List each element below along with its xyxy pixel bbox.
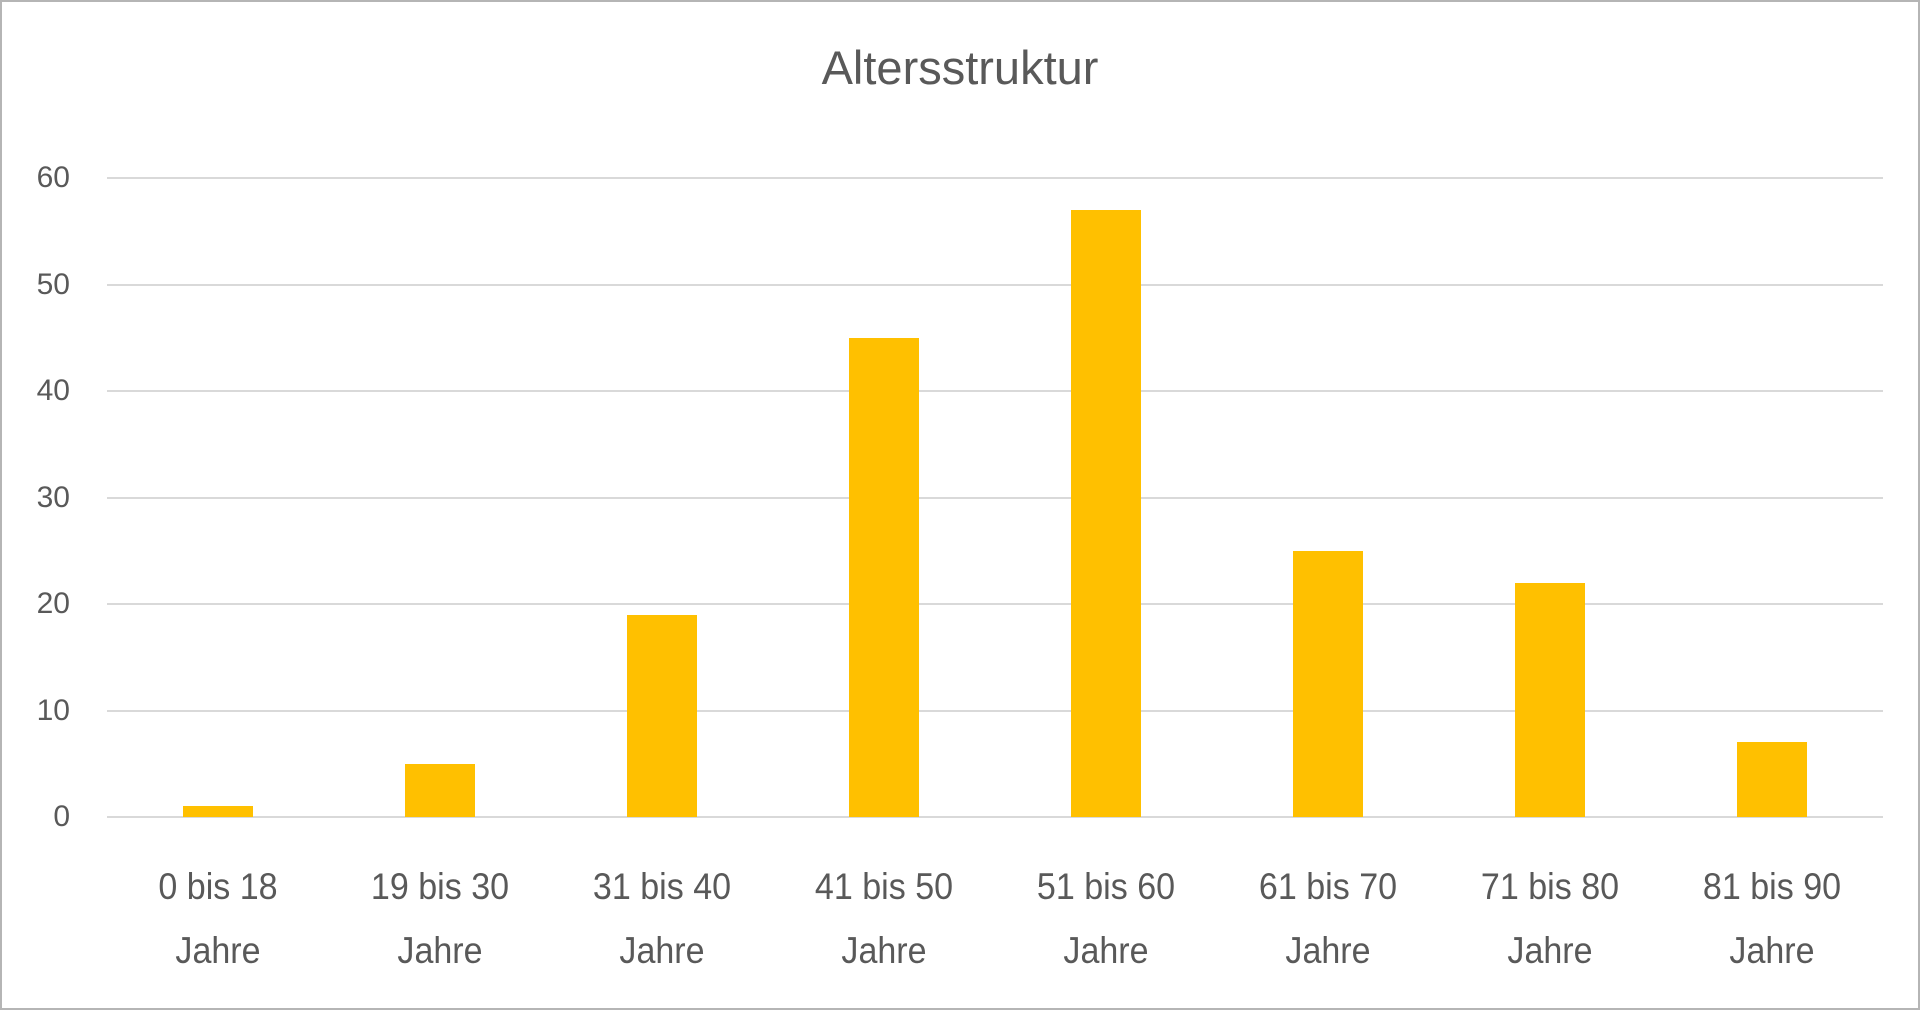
x-axis-category-unit: Jahre	[1729, 930, 1815, 971]
y-axis-tick-label: 10	[36, 693, 70, 727]
gridline	[107, 709, 1883, 712]
x-axis-category-label: 71 bis 80 Jahre	[1440, 855, 1661, 983]
bar	[1515, 582, 1585, 817]
x-axis-category-label: 41 bis 50 Jahre	[774, 855, 995, 983]
y-axis-tick-label: 40	[36, 374, 70, 407]
bar	[405, 763, 475, 817]
x-axis-category-unit: Jahre	[1285, 930, 1371, 971]
x-axis-category-unit: Jahre	[1507, 930, 1593, 971]
bar	[1737, 742, 1807, 817]
x-axis-category-range: 81 bis 90	[1702, 866, 1842, 907]
x-axis-category-label: 51 bis 60 Jahre	[996, 855, 1217, 983]
y-axis-tick-label: 0	[53, 800, 70, 833]
gridline	[107, 816, 1883, 818]
x-axis-category-unit: Jahre	[175, 930, 261, 971]
gridline	[107, 603, 1883, 606]
x-axis-category-range: 19 bis 30	[370, 866, 510, 907]
x-axis-category-label: 81 bis 90 Jahre	[1662, 855, 1883, 983]
x-axis-category-label: 19 bis 30 Jahre	[330, 855, 551, 983]
gridline	[107, 177, 1883, 179]
x-axis-category-unit: Jahre	[1063, 930, 1149, 971]
x-axis-category-unit: Jahre	[397, 930, 483, 971]
x-axis-category-range: 51 bis 60	[1036, 866, 1176, 907]
y-axis: 0 10 20 30 40 50 60	[12, 161, 70, 833]
plot-area	[107, 177, 1883, 818]
x-axis-category-label: 0 bis 18 Jahre	[108, 855, 329, 983]
x-axis-category-range: 31 bis 40	[592, 866, 732, 907]
x-axis-category-range: 61 bis 70	[1258, 866, 1398, 907]
chart-title: Altersstruktur	[821, 41, 1099, 94]
x-axis-category-range: 41 bis 50	[814, 866, 954, 907]
gridline	[107, 283, 1883, 286]
x-axis-category-unit: Jahre	[841, 930, 927, 971]
x-axis-category-range: 71 bis 80	[1480, 866, 1620, 907]
x-axis-category-label: 61 bis 70 Jahre	[1218, 855, 1439, 983]
x-axis-category-label: 31 bis 40 Jahre	[552, 855, 773, 983]
x-axis-category-range: 0 bis 18	[158, 866, 278, 907]
gridline	[107, 496, 1883, 499]
bar	[627, 614, 697, 817]
bar	[1293, 550, 1363, 817]
y-axis-tick-label: 60	[36, 161, 70, 194]
bar	[1071, 209, 1141, 817]
gridline	[107, 390, 1883, 393]
x-axis-category-unit: Jahre	[619, 930, 705, 971]
y-axis-tick-label: 30	[36, 480, 70, 514]
y-axis-tick-label: 20	[36, 587, 70, 620]
bar	[183, 806, 253, 817]
bar	[849, 337, 919, 817]
x-axis: 0 bis 18 Jahre 19 bis 30 Jahre 31 bis 40 Jahr…	[107, 855, 1883, 995]
y-axis-tick-label: 50	[36, 267, 70, 301]
